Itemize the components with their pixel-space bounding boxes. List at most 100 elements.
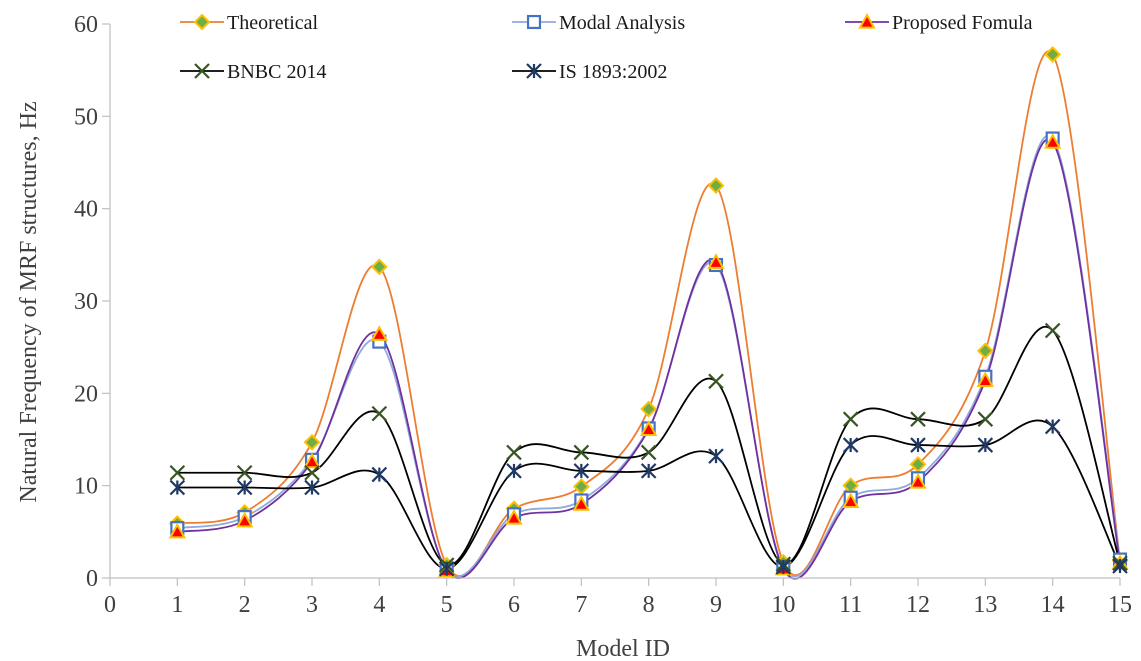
x-stroke	[304, 464, 320, 481]
x-tick-label: 4	[373, 592, 385, 618]
legend: Theoretical Modal Analysis Proposed Fomula…	[180, 12, 1033, 83]
x-stroke	[236, 464, 253, 481]
data-point-0	[640, 400, 658, 418]
x-stroke	[708, 373, 724, 390]
series-lines	[177, 50, 1121, 580]
series-line-4	[177, 419, 1121, 570]
x-tick-label: 10	[771, 592, 795, 618]
legend-marker	[526, 63, 542, 79]
x-stroke	[169, 464, 186, 481]
y-tick-label: 50	[74, 104, 98, 130]
data-point-4	[304, 479, 320, 496]
data-point-2	[1043, 133, 1062, 149]
x-stroke	[640, 444, 657, 461]
legend-marker	[526, 14, 542, 30]
x-tick-label: 12	[906, 592, 930, 618]
legend-label: Theoretical	[227, 12, 318, 34]
data-point-0	[572, 478, 590, 496]
legend-item: BNBC 2014	[180, 61, 326, 83]
y-tick-label: 0	[86, 566, 98, 592]
data-point-3	[506, 444, 522, 461]
data-point-2	[303, 452, 321, 469]
data-point-3	[573, 444, 590, 461]
legend-item: Modal Analysis	[512, 12, 685, 34]
x-stroke	[506, 444, 522, 461]
data-point-3	[842, 411, 859, 427]
y-axis-title: Natural Frequency of MRF structures, Hz	[16, 101, 42, 502]
data-point-4	[371, 466, 388, 483]
data-point-2	[235, 511, 254, 528]
legend-label: IS 1893:2002	[559, 61, 667, 83]
series-line-1	[177, 134, 1121, 578]
data-point-3	[708, 373, 724, 390]
y-tick-label: 20	[74, 381, 98, 407]
x-tick-label: 1	[171, 592, 183, 618]
data-point-2	[909, 472, 927, 489]
data-point-2	[841, 492, 860, 508]
y-tick-label: 30	[74, 289, 98, 315]
data-point-0	[1044, 46, 1062, 63]
data-point-2	[370, 325, 389, 341]
data-point-4	[775, 559, 792, 575]
data-point-3	[1044, 322, 1061, 339]
series-markers	[168, 46, 1129, 578]
x-axis-title: Model ID	[576, 636, 670, 661]
legend-label: Modal Analysis	[559, 12, 685, 34]
x-tick-label: 9	[710, 592, 722, 618]
x-tick-label: 11	[839, 592, 862, 618]
x-stroke	[842, 411, 859, 427]
legend-item: Proposed Fomula	[845, 12, 1033, 34]
data-point-3	[236, 464, 253, 481]
x-tick-label: 14	[1041, 592, 1065, 618]
x-tick-label: 6	[508, 592, 520, 618]
x-tick-label: 5	[441, 592, 453, 618]
x-stroke	[977, 411, 994, 427]
data-point-4	[1044, 418, 1061, 435]
x-tick-label: 13	[973, 592, 997, 618]
x-tick-label: 3	[306, 592, 318, 618]
data-point-2	[572, 495, 591, 511]
x-tick-label: 7	[575, 592, 587, 618]
data-point-0	[370, 258, 388, 276]
data-point-4	[236, 479, 253, 496]
x-stroke	[573, 444, 590, 461]
data-point-4	[438, 560, 455, 577]
x-tick-label: 2	[239, 592, 251, 618]
data-point-4	[708, 448, 724, 464]
data-point-4	[977, 437, 994, 453]
legend-label: Proposed Fomula	[892, 12, 1033, 34]
data-point-3	[640, 444, 657, 461]
legend-item: Theoretical	[180, 12, 318, 34]
x-tick-label: 15	[1108, 592, 1132, 618]
data-point-0	[303, 433, 321, 451]
legend-item: IS 1893:2002	[512, 61, 667, 83]
legend-marker	[193, 13, 211, 31]
y-tick-label: 60	[74, 12, 98, 38]
data-point-2	[505, 508, 523, 525]
legend-label: BNBC 2014	[227, 61, 326, 83]
data-point-3	[371, 405, 388, 422]
series-line-2	[177, 138, 1121, 580]
data-point-2	[976, 371, 995, 388]
data-point-4	[910, 437, 926, 453]
data-point-2	[168, 522, 187, 539]
data-point-2	[639, 420, 658, 436]
series-line-0	[177, 50, 1121, 577]
x-stroke	[1044, 322, 1061, 339]
axes	[102, 23, 1121, 586]
data-point-4	[640, 463, 657, 479]
data-point-2	[707, 253, 725, 269]
data-point-3	[977, 411, 994, 427]
y-tick-label: 10	[74, 474, 98, 500]
x-tick-label: 0	[104, 592, 116, 618]
x-stroke	[194, 63, 210, 79]
data-point-4	[573, 463, 590, 479]
x-stroke	[910, 411, 926, 427]
data-point-3	[169, 464, 186, 481]
data-point-4	[842, 437, 859, 453]
legend-marker	[194, 63, 210, 79]
legend-marker	[858, 12, 876, 29]
data-point-3	[910, 411, 926, 427]
